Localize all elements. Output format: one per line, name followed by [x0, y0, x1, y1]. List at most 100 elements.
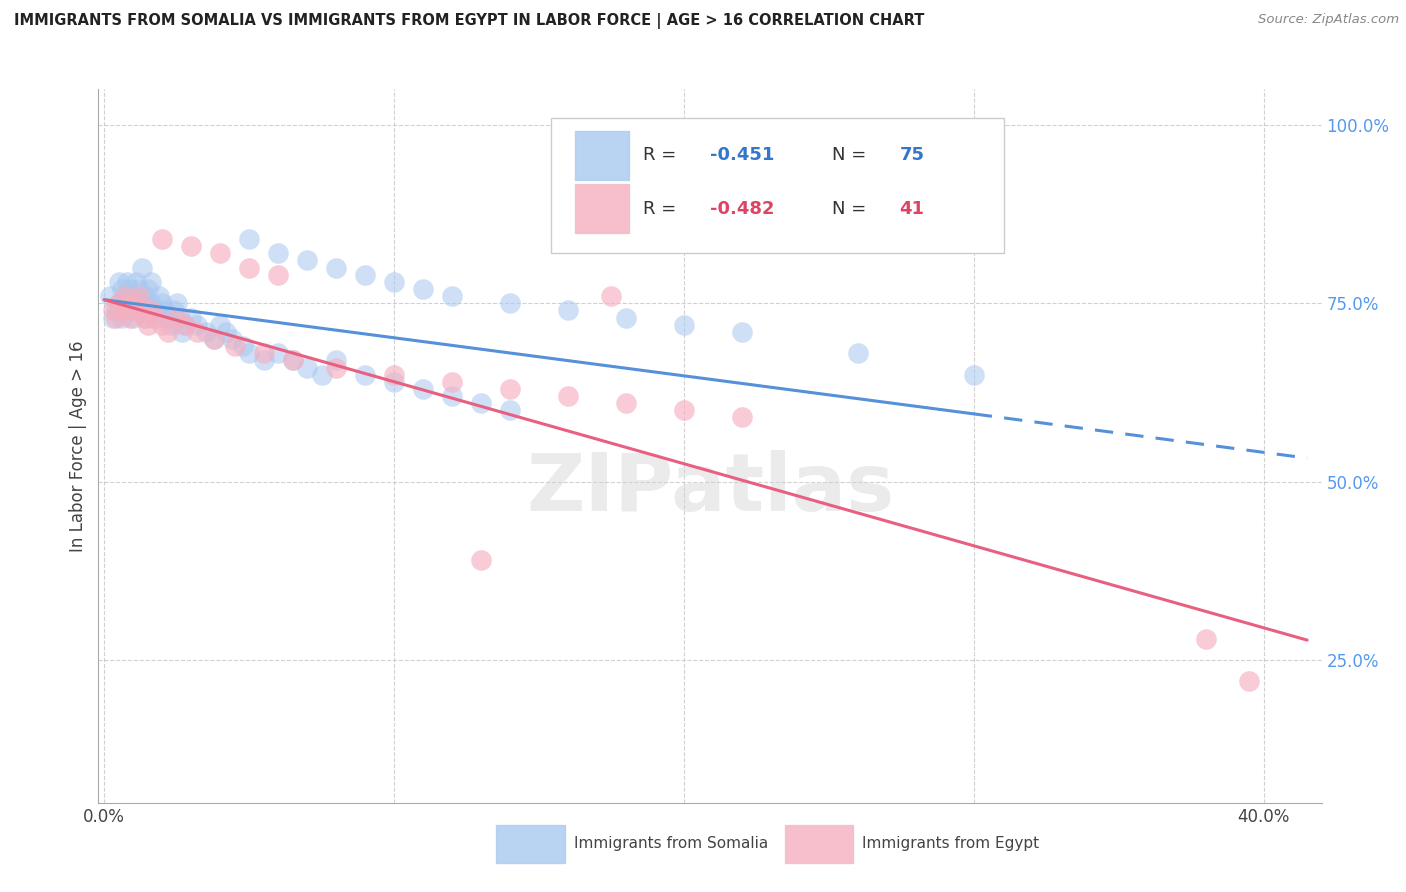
Point [209, 318, 232, 332]
Point [221, 332, 243, 346]
Point [117, 296, 139, 310]
Point [209, 246, 232, 260]
Point [202, 332, 225, 346]
Point [295, 360, 318, 375]
Point [156, 310, 179, 325]
Point [125, 296, 148, 310]
Point [160, 318, 183, 332]
FancyBboxPatch shape [575, 130, 630, 180]
Point [150, 232, 173, 246]
Point [354, 268, 377, 282]
Point [215, 325, 238, 339]
Point [441, 375, 464, 389]
Point [114, 289, 136, 303]
Text: -0.451: -0.451 [710, 146, 775, 164]
Point [412, 382, 434, 396]
Point [186, 325, 208, 339]
Text: IMMIGRANTS FROM SOMALIA VS IMMIGRANTS FROM EGYPT IN LABOR FORCE | AGE > 16 CORRE: IMMIGRANTS FROM SOMALIA VS IMMIGRANTS FR… [14, 13, 924, 29]
Point [128, 303, 150, 318]
Point [145, 310, 167, 325]
Point [281, 353, 304, 368]
Point [110, 310, 132, 325]
Point [169, 310, 191, 325]
Point [101, 303, 124, 318]
Point [281, 353, 304, 368]
Point [139, 275, 162, 289]
Point [499, 382, 522, 396]
Point [499, 296, 522, 310]
Point [128, 289, 150, 303]
Point [180, 239, 202, 253]
Point [148, 289, 170, 303]
Point [131, 260, 153, 275]
Point [117, 296, 139, 310]
Point [153, 303, 176, 318]
Point [131, 296, 153, 310]
Point [174, 318, 197, 332]
Point [238, 346, 260, 360]
Point [253, 353, 276, 368]
Point [441, 389, 464, 403]
Point [295, 253, 318, 268]
Point [267, 268, 290, 282]
Text: R =: R = [643, 146, 682, 164]
Point [180, 310, 202, 325]
Point [136, 282, 159, 296]
Point [1195, 632, 1218, 646]
Point [557, 389, 579, 403]
Point [107, 296, 129, 310]
Text: 41: 41 [900, 200, 925, 218]
Point [125, 296, 148, 310]
Point [131, 303, 153, 318]
Text: N =: N = [832, 200, 872, 218]
Point [122, 289, 145, 303]
Point [163, 303, 186, 318]
Text: Source: ZipAtlas.com: Source: ZipAtlas.com [1258, 13, 1399, 27]
Point [122, 303, 145, 318]
Point [104, 310, 127, 325]
Point [120, 310, 142, 325]
Point [232, 339, 254, 353]
Point [172, 325, 194, 339]
Point [136, 318, 159, 332]
Point [672, 318, 695, 332]
Point [139, 303, 162, 318]
Point [238, 260, 260, 275]
Point [311, 368, 333, 382]
Point [104, 303, 127, 318]
Text: 75: 75 [900, 146, 925, 164]
Point [614, 310, 637, 325]
FancyBboxPatch shape [551, 118, 1004, 253]
Point [1237, 674, 1260, 689]
Point [166, 296, 188, 310]
Point [110, 303, 132, 318]
Point [150, 296, 173, 310]
Point [194, 325, 217, 339]
Point [731, 410, 754, 425]
Point [156, 325, 179, 339]
Text: Immigrants from Egypt: Immigrants from Egypt [862, 837, 1039, 851]
Point [107, 275, 129, 289]
Y-axis label: In Labor Force | Age > 16: In Labor Force | Age > 16 [69, 340, 87, 552]
Point [122, 310, 145, 325]
Point [382, 375, 405, 389]
Point [150, 318, 173, 332]
Point [325, 260, 347, 275]
Point [107, 296, 129, 310]
Point [120, 303, 142, 318]
Point [134, 310, 156, 325]
Point [731, 325, 754, 339]
Point [672, 403, 695, 417]
Point [125, 275, 148, 289]
Point [120, 282, 142, 296]
Point [101, 310, 124, 325]
Point [117, 275, 139, 289]
Point [963, 368, 986, 382]
Point [202, 332, 225, 346]
Point [267, 346, 290, 360]
Point [136, 303, 159, 318]
Point [110, 282, 132, 296]
Point [412, 282, 434, 296]
Text: -0.482: -0.482 [710, 200, 775, 218]
Point [470, 553, 492, 567]
